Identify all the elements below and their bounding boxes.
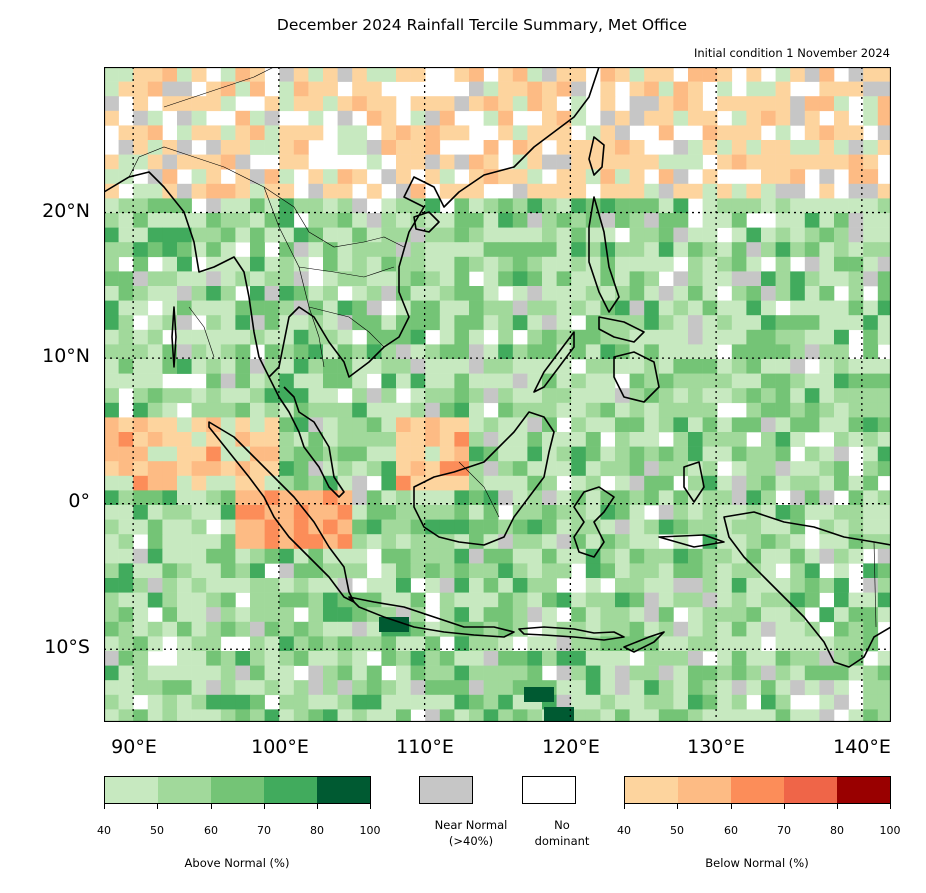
below-tick: 80 [830, 824, 844, 837]
sulawesi [573, 486, 615, 558]
luzon [588, 196, 620, 313]
seram [658, 534, 725, 548]
mainland-coastline [104, 67, 600, 378]
above-80-100-swatch [317, 777, 370, 803]
above-tick: 50 [150, 824, 164, 837]
below-60-70-swatch [731, 777, 784, 803]
above-tick: 100 [359, 824, 381, 837]
malay-peninsula [268, 376, 345, 498]
palawan [533, 331, 575, 393]
hainan [413, 211, 440, 233]
lon-label-100e: 100°E [251, 736, 309, 758]
above-normal-label: Above Normal (%) [184, 856, 290, 870]
taiwan [588, 136, 605, 176]
coastlines [104, 67, 891, 668]
near-normal-swatch [419, 776, 473, 804]
below-50-60-swatch [678, 777, 731, 803]
andaman-islands [171, 306, 177, 368]
above-tick: 60 [204, 824, 218, 837]
rainfall-tercile-map [104, 67, 891, 722]
below-normal-label: Below Normal (%) [705, 856, 809, 870]
lat-label-equator: 0° [68, 490, 90, 512]
tercile-grid-cells [104, 67, 891, 722]
country-borders [128, 67, 877, 628]
lat-label-10n: 10°N [42, 345, 90, 367]
java [348, 596, 515, 638]
near-normal-label: Near Normal (>40%) [434, 818, 508, 848]
above-40-50-swatch [105, 777, 158, 803]
above-normal-colorbar [104, 776, 371, 804]
below-40-50-swatch [625, 777, 678, 803]
halmahera [683, 461, 705, 503]
lon-label-110e: 110°E [396, 736, 454, 758]
graticule [104, 67, 891, 722]
no-dominant-swatch [522, 776, 576, 804]
lon-label-120e: 120°E [542, 736, 600, 758]
new-guinea [723, 511, 891, 668]
timor [623, 631, 665, 653]
lon-label-140e: 140°E [833, 736, 891, 758]
sumatra [208, 421, 355, 603]
below-normal-colorbar [624, 776, 891, 804]
below-tick: 100 [879, 824, 901, 837]
above-tick: 80 [310, 824, 324, 837]
lon-label-90e: 90°E [111, 736, 157, 758]
below-tick: 70 [777, 824, 791, 837]
visayas [598, 316, 645, 343]
map-title: December 2024 Rainfall Tercile Summary, … [276, 16, 688, 34]
lesser-sunda [518, 626, 625, 641]
below-70-80-swatch [784, 777, 837, 803]
above-50-60-swatch [158, 777, 211, 803]
below-tick: 40 [617, 824, 631, 837]
above-tick: 70 [257, 824, 271, 837]
below-tick: 50 [670, 824, 684, 837]
above-60-70-swatch [211, 777, 264, 803]
above-70-80-swatch [264, 777, 317, 803]
lat-label-10s: 10°S [44, 636, 90, 658]
lat-label-20n: 20°N [42, 200, 90, 222]
below-80-100-swatch [837, 777, 890, 803]
mindanao [613, 351, 660, 403]
below-tick: 60 [724, 824, 738, 837]
map-subtitle: Initial condition 1 November 2024 [693, 46, 890, 60]
lon-label-130e: 130°E [687, 736, 745, 758]
borneo [413, 411, 555, 546]
above-tick: 40 [97, 824, 111, 837]
no-dominant-label: No dominant [534, 818, 590, 848]
